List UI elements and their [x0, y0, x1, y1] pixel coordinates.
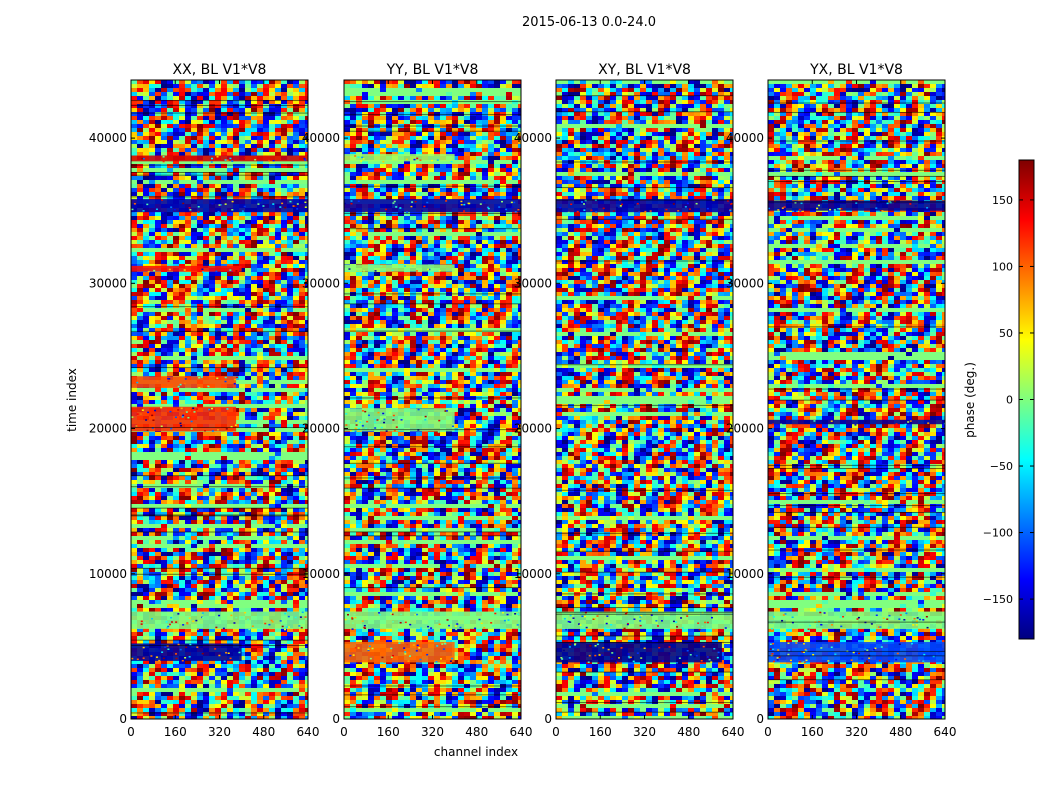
x-tick-label: 480: [677, 725, 700, 739]
heatmap-image: [344, 80, 521, 719]
x-tick-label: 0: [340, 725, 348, 739]
panel-title: YY, BL V1*V8: [386, 62, 479, 78]
x-tick-label: 640: [297, 725, 320, 739]
y-tick-label: 0: [332, 712, 340, 726]
y-tick-label: 20000: [89, 422, 127, 436]
y-tick-label: 40000: [726, 131, 764, 145]
y-tick-label: 20000: [302, 422, 340, 436]
phase-band-7: [131, 155, 308, 162]
panels-group: XX, BL V1*V8 0 160 320 480 640 0 10000 20000 3000…: [89, 62, 957, 739]
phase-band-2: [768, 611, 945, 629]
panel-title: YX, BL V1*V8: [809, 62, 903, 78]
y-tick-label: 0: [544, 712, 552, 726]
colorbar-tick-label: 150: [992, 194, 1013, 207]
phase-band-2: [131, 611, 308, 629]
x-tick-label: 320: [845, 725, 868, 739]
colorbar-tick-label: −50: [990, 460, 1013, 473]
colorbar-tick-label: 100: [992, 260, 1013, 273]
phase-band-1: [556, 642, 722, 663]
x-tick-label: 160: [164, 725, 187, 739]
x-axis-label: channel index: [434, 745, 518, 759]
phase-band-4: [131, 376, 237, 388]
x-tick-label: 640: [510, 725, 533, 739]
figure-suptitle: 2015-06-13 0.0-24.0: [522, 15, 656, 30]
x-tick-label: 640: [934, 725, 957, 739]
y-tick-label: 40000: [302, 131, 340, 145]
heatmap-image: [131, 80, 308, 719]
x-tick-label: 320: [421, 725, 444, 739]
y-tick-label: 30000: [89, 276, 127, 290]
y-tick-label: 10000: [89, 567, 127, 581]
x-tick-label: 480: [889, 725, 912, 739]
heatmap-image: [768, 80, 945, 719]
phase-band-3: [556, 199, 733, 213]
y-tick-label: 10000: [302, 567, 340, 581]
y-tick-label: 20000: [726, 422, 764, 436]
phase-band-1: [768, 642, 945, 663]
colorbar-tick-label: 0: [1006, 394, 1013, 407]
x-tick-label: 320: [633, 725, 656, 739]
colorbar-label: phase (deg.): [963, 362, 977, 438]
x-tick-label: 0: [764, 725, 772, 739]
colorbar-tick-label: −150: [983, 593, 1013, 606]
colorbar: −150 −100 −50 0 50 100 150: [983, 159, 1035, 640]
y-tick-label: 30000: [726, 276, 764, 290]
x-tick-label: 0: [552, 725, 560, 739]
y-tick-label: 10000: [726, 567, 764, 581]
x-tick-label: 160: [377, 725, 400, 739]
phase-band-3: [344, 408, 455, 432]
panel-3: XY, BL V1*V8 0 160 320 480 640 0 10000 20000 3000…: [514, 62, 745, 739]
y-tick-label: 20000: [514, 422, 552, 436]
phase-band-5: [131, 265, 242, 272]
phase-band-3: [768, 200, 945, 211]
y-tick-label: 40000: [514, 131, 552, 145]
x-tick-label: 160: [801, 725, 824, 739]
panel-title: XX, BL V1*V8: [173, 62, 267, 78]
panel-title: XY, BL V1*V8: [598, 62, 691, 78]
y-tick-label: 40000: [89, 131, 127, 145]
x-tick-label: 320: [208, 725, 231, 739]
y-tick-label: 30000: [302, 276, 340, 290]
x-tick-label: 640: [722, 725, 745, 739]
phase-band-5: [344, 199, 521, 213]
y-tick-label: 10000: [514, 567, 552, 581]
panel-2: YY, BL V1*V8 0 160 320 480 640 0 10000 20000 3000…: [302, 62, 533, 739]
phase-band-1: [131, 643, 242, 661]
x-tick-label: 0: [127, 725, 135, 739]
panel-4: YX, BL V1*V8 0 160 320 480 640 0 10000 20000 3000…: [726, 62, 957, 739]
panel-1: XX, BL V1*V8 0 160 320 480 640 0 10000 20000 3000…: [89, 62, 320, 739]
phase-band-4: [344, 264, 455, 272]
phase-band-2: [556, 611, 733, 629]
y-tick-label: 0: [119, 712, 127, 726]
heatmap-image: [556, 80, 733, 719]
x-tick-label: 480: [252, 725, 275, 739]
phase-band-6: [344, 154, 455, 162]
phase-band-4: [768, 419, 945, 425]
phase-band-1: [344, 642, 455, 663]
x-tick-label: 160: [589, 725, 612, 739]
y-tick-label: 30000: [514, 276, 552, 290]
colorbar-tick-label: −100: [983, 527, 1013, 540]
phase-band-2: [344, 611, 521, 629]
y-tick-label: 0: [756, 712, 764, 726]
y-axis-label: time index: [65, 368, 79, 432]
x-tick-label: 480: [465, 725, 488, 739]
colorbar-tick-label: 50: [999, 327, 1013, 340]
